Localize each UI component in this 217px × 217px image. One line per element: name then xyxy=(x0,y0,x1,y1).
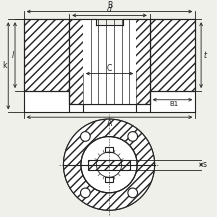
Bar xyxy=(105,177,113,182)
Bar xyxy=(88,160,130,169)
Text: s: s xyxy=(203,160,207,169)
Text: t: t xyxy=(203,51,206,60)
Text: d: d xyxy=(107,5,112,14)
Text: C: C xyxy=(107,64,112,73)
Circle shape xyxy=(81,188,90,198)
Text: k: k xyxy=(2,61,7,70)
Circle shape xyxy=(64,119,155,210)
Bar xyxy=(105,147,113,152)
Circle shape xyxy=(81,132,90,141)
Wedge shape xyxy=(64,119,155,210)
Bar xyxy=(83,19,136,104)
Text: B1: B1 xyxy=(170,101,179,107)
Circle shape xyxy=(128,132,138,141)
Text: l: l xyxy=(12,51,14,60)
Text: A: A xyxy=(107,119,112,128)
Circle shape xyxy=(128,188,138,198)
Bar xyxy=(24,19,195,112)
Bar xyxy=(69,19,150,104)
Bar xyxy=(96,16,123,25)
Text: B: B xyxy=(107,1,112,10)
Bar xyxy=(150,19,195,91)
Bar xyxy=(24,19,69,91)
